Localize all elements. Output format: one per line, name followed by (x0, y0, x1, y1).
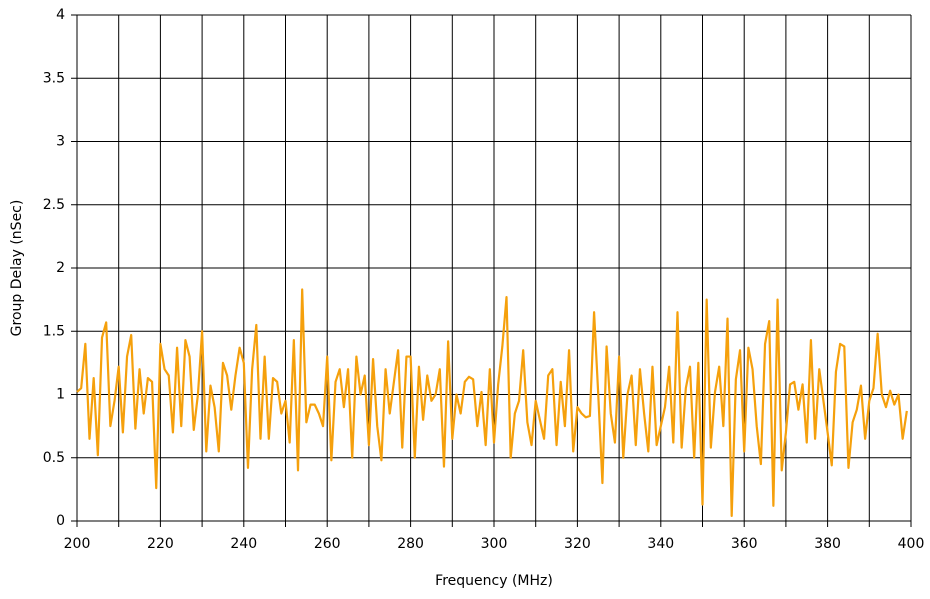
data-line (76, 288, 908, 518)
x-tick-label: 320 (564, 536, 591, 552)
x-axis-label: Frequency (MHz) (435, 573, 553, 589)
y-tick-label: 1 (56, 387, 65, 403)
x-tick-label: 400 (898, 536, 925, 552)
y-tick-label: 2.5 (43, 197, 65, 213)
x-tick-label: 340 (647, 536, 674, 552)
y-tick-label: 3 (56, 134, 65, 150)
y-tick-label: 4 (56, 7, 65, 23)
y-axis-label: Group Delay (nSec) (9, 200, 25, 337)
x-tick-label: 360 (731, 536, 758, 552)
x-tick-label: 260 (314, 536, 341, 552)
y-tick-label: 1.5 (43, 323, 65, 339)
x-tick-label: 220 (147, 536, 174, 552)
y-tick-label: 3.5 (43, 70, 65, 86)
x-tick-label: 300 (481, 536, 508, 552)
y-tick-label: 0 (56, 513, 65, 529)
x-tick-label: 380 (814, 536, 841, 552)
x-tick-label: 200 (64, 536, 91, 552)
y-tick-label: 0.5 (43, 450, 65, 466)
x-tick-label: 280 (397, 536, 424, 552)
x-tick-label: 240 (230, 536, 257, 552)
y-tick-label: 2 (56, 260, 65, 276)
